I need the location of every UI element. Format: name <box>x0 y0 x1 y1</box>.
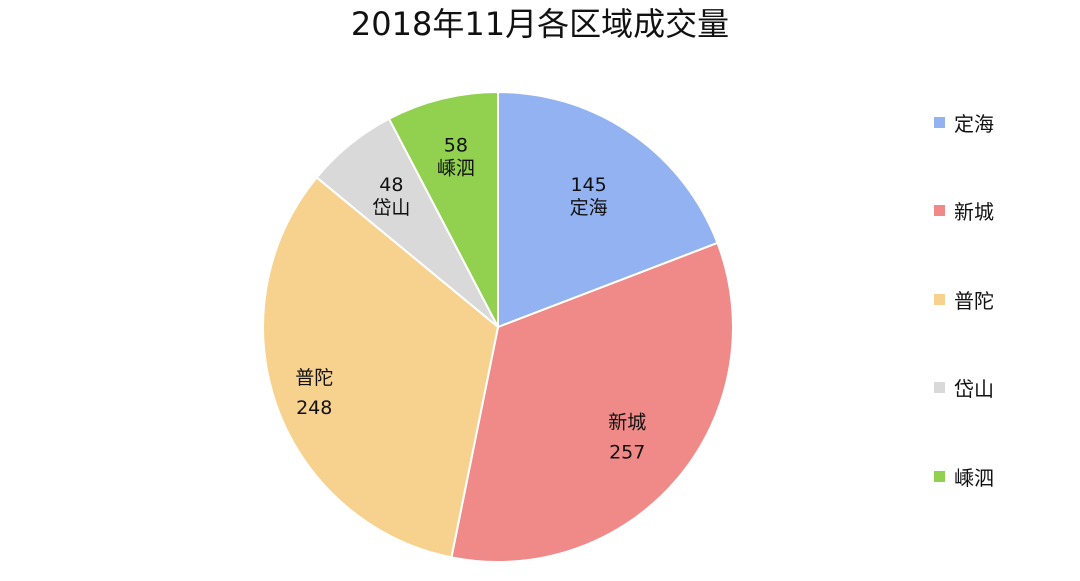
pie-slice-dinghai <box>497 90 719 329</box>
data-label-xincheng: 新城 257 <box>608 411 646 463</box>
legend-swatch-dinghai <box>934 116 945 128</box>
legend-swatch-shengsi <box>934 470 945 482</box>
pie-slice-putuo <box>262 176 500 559</box>
legend-swatch-putuo <box>934 293 945 305</box>
data-label-name-putuo: 普陀 <box>295 367 333 389</box>
data-label-value-shengsi: 58 <box>444 134 468 156</box>
legend-label-shengsi: 嵊泗 <box>954 465 994 490</box>
legend-item-daishan: 岱山 <box>934 370 1064 406</box>
legend-label-daishan: 岱山 <box>954 377 994 401</box>
data-label-dinghai: 145 定海 <box>570 174 608 219</box>
legend-label-xincheng: 新城 <box>954 200 994 224</box>
data-label-value-xincheng: 257 <box>609 441 645 463</box>
chart-title: 2018年11月各区域成交量 <box>350 5 730 43</box>
data-label-shengsi: 58 嵊泗 <box>437 134 475 179</box>
pie-slice-xincheng <box>450 241 734 563</box>
legend-swatch-daishan <box>934 382 945 393</box>
data-label-name-dinghai: 定海 <box>570 197 608 219</box>
legend-item-shengsi: 嵊泗 <box>934 458 1064 494</box>
data-label-value-putuo: 248 <box>296 397 332 419</box>
legend-label-putuo: 普陀 <box>954 288 994 313</box>
legend-item-dinghai: 定海 <box>934 104 1064 140</box>
data-label-name-daishan: 岱山 <box>372 197 410 219</box>
data-label-name-shengsi: 嵊泗 <box>437 157 475 179</box>
legend-swatch-xincheng <box>934 205 945 216</box>
chart-legend: 定海新城普陀岱山嵊泗 <box>934 104 1064 547</box>
data-label-putuo: 普陀 248 <box>295 367 333 419</box>
legend-item-xincheng: 新城 <box>934 193 1064 229</box>
data-label-value-daishan: 48 <box>379 174 403 196</box>
data-label-daishan: 48 岱山 <box>372 174 410 219</box>
legend-item-putuo: 普陀 <box>934 281 1064 317</box>
legend-label-dinghai: 定海 <box>954 111 994 136</box>
data-label-name-xincheng: 新城 <box>608 411 646 433</box>
pie-slice-shengsi <box>387 90 499 328</box>
data-label-value-dinghai: 145 <box>570 174 606 196</box>
